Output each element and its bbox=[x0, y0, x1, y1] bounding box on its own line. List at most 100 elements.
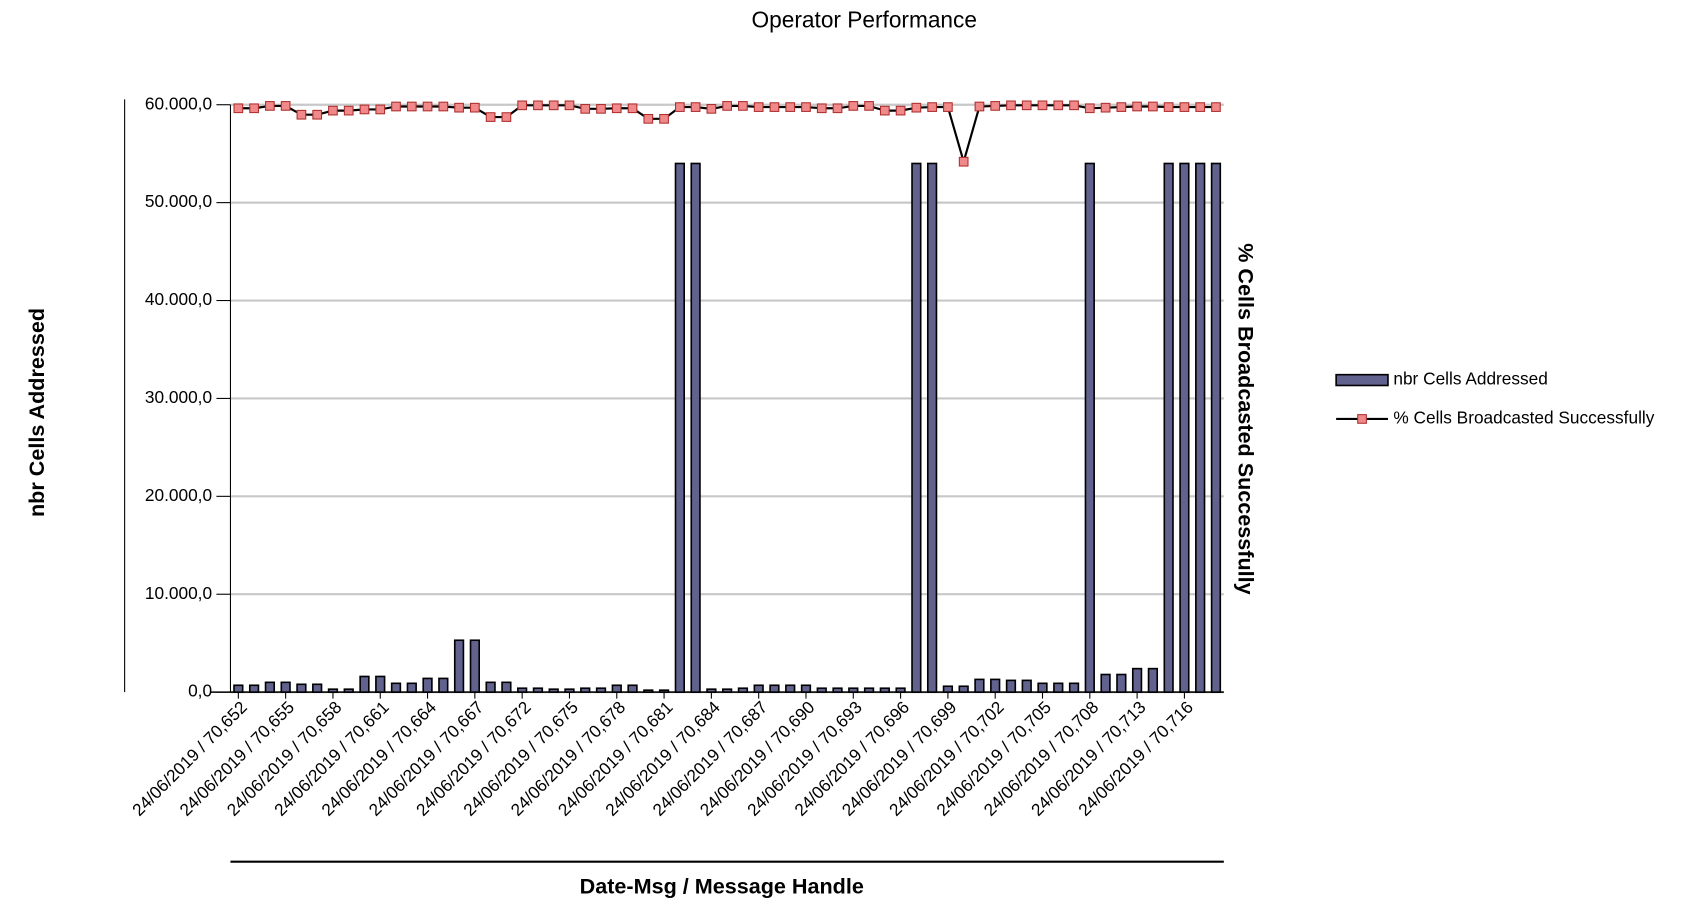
bar bbox=[375, 675, 386, 693]
bar bbox=[359, 675, 370, 693]
y2-axis-title: % Cells Broadcasted Successfully bbox=[1234, 243, 1259, 594]
bar bbox=[958, 685, 969, 693]
line-marker bbox=[533, 100, 543, 111]
bar bbox=[848, 687, 859, 693]
bar bbox=[800, 684, 812, 693]
bar bbox=[753, 684, 764, 693]
line-marker bbox=[438, 101, 449, 112]
bar bbox=[627, 684, 638, 693]
y-tick-label: 50.000,0 bbox=[145, 191, 212, 211]
line-marker bbox=[911, 102, 922, 113]
line-marker bbox=[801, 102, 811, 112]
line-marker bbox=[674, 102, 685, 112]
legend-swatch bbox=[1335, 373, 1389, 387]
line-marker bbox=[1084, 103, 1095, 114]
bar bbox=[532, 687, 544, 693]
line-marker bbox=[832, 103, 843, 114]
line-marker bbox=[611, 103, 622, 114]
bar bbox=[595, 687, 607, 693]
bar bbox=[1210, 162, 1222, 693]
line-marker bbox=[517, 100, 528, 111]
bar bbox=[722, 688, 733, 693]
legend-label: nbr Cells Addressed bbox=[1393, 369, 1548, 389]
line-marker bbox=[580, 103, 591, 114]
line-marker bbox=[1037, 100, 1048, 111]
bar bbox=[312, 683, 323, 693]
line-marker bbox=[738, 101, 748, 111]
bar bbox=[911, 162, 922, 693]
bar bbox=[990, 678, 1001, 693]
y-tick-label: 60.000,0 bbox=[145, 93, 212, 113]
line-marker bbox=[848, 101, 859, 111]
bar bbox=[406, 682, 417, 693]
line-marker bbox=[564, 100, 575, 111]
line-marker bbox=[1148, 101, 1158, 112]
bar bbox=[974, 678, 985, 693]
bar bbox=[343, 688, 354, 693]
bar bbox=[233, 684, 244, 693]
bar bbox=[1005, 679, 1017, 693]
y-tick-label: 10.000,0 bbox=[145, 583, 212, 603]
bar bbox=[501, 681, 512, 693]
line-marker bbox=[501, 112, 512, 122]
line-marker bbox=[769, 102, 780, 112]
bar bbox=[1021, 679, 1032, 693]
line-marker bbox=[1053, 100, 1064, 111]
bar bbox=[658, 689, 670, 693]
line-marker bbox=[1195, 102, 1206, 112]
bar bbox=[926, 162, 938, 693]
bar bbox=[1037, 682, 1048, 693]
bar bbox=[1179, 162, 1190, 693]
bar bbox=[895, 687, 906, 693]
line-marker bbox=[249, 103, 259, 114]
bar bbox=[548, 688, 559, 693]
legend-marker bbox=[1357, 414, 1367, 424]
line-marker bbox=[470, 102, 480, 113]
bar bbox=[816, 687, 827, 693]
line-marker bbox=[879, 105, 890, 116]
line-marker bbox=[280, 101, 291, 111]
y-tick-label: 30.000,0 bbox=[145, 387, 212, 407]
line-marker bbox=[1100, 102, 1111, 113]
bar bbox=[280, 681, 291, 693]
line-marker bbox=[706, 103, 717, 114]
line-marker bbox=[596, 103, 606, 114]
line-marker bbox=[1163, 102, 1174, 112]
line-marker bbox=[1132, 101, 1142, 112]
y-tick-label: 0,0 bbox=[188, 681, 212, 701]
line-marker bbox=[1211, 102, 1221, 112]
line-marker bbox=[375, 104, 386, 115]
bar bbox=[942, 685, 954, 693]
bar bbox=[1147, 667, 1159, 693]
bar bbox=[769, 684, 780, 693]
line-marker bbox=[312, 109, 323, 120]
bar bbox=[737, 687, 749, 693]
x-axis-title: Date-Msg / Message Handle bbox=[580, 873, 864, 898]
line-marker bbox=[690, 102, 701, 112]
bar bbox=[469, 639, 481, 693]
bar bbox=[785, 684, 796, 693]
bar bbox=[453, 639, 465, 693]
bar bbox=[1068, 682, 1080, 693]
line-marker bbox=[296, 109, 307, 120]
bar bbox=[611, 684, 622, 693]
line-marker bbox=[265, 101, 275, 111]
bar bbox=[832, 687, 843, 693]
bar bbox=[1163, 162, 1174, 693]
bar bbox=[1084, 162, 1095, 693]
line-marker bbox=[974, 101, 985, 112]
bar bbox=[643, 689, 654, 693]
line-marker bbox=[1116, 102, 1127, 112]
line-marker bbox=[343, 105, 354, 116]
bar bbox=[327, 688, 339, 693]
line-marker bbox=[328, 105, 338, 116]
y-tick-label: 40.000,0 bbox=[145, 289, 212, 309]
legend-label: % Cells Broadcasted Successfully bbox=[1393, 408, 1654, 428]
bar bbox=[564, 688, 575, 693]
line-marker bbox=[359, 104, 370, 115]
line-marker bbox=[548, 100, 559, 111]
line-marker bbox=[1021, 100, 1032, 111]
bar bbox=[1195, 162, 1206, 693]
